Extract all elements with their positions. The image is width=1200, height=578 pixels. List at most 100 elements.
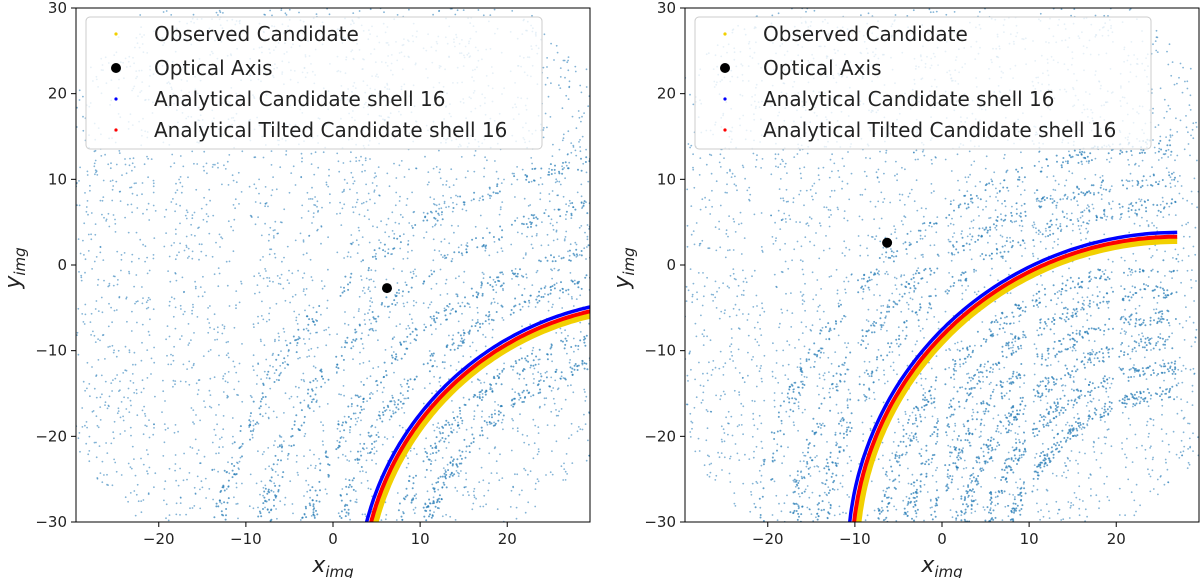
scatter-point bbox=[145, 307, 148, 310]
scatter-point bbox=[432, 364, 435, 367]
scatter-point bbox=[127, 387, 130, 390]
scatter-point bbox=[465, 478, 468, 481]
scatter-point bbox=[368, 309, 371, 311]
scatter-point bbox=[385, 370, 387, 372]
scatter-point bbox=[724, 256, 727, 259]
scatter-point bbox=[563, 347, 566, 350]
scatter-point bbox=[1125, 179, 1128, 182]
scatter-point bbox=[307, 404, 310, 407]
scatter-point bbox=[377, 166, 380, 169]
scatter-point bbox=[455, 194, 457, 197]
scatter-point bbox=[522, 400, 525, 403]
scatter-point bbox=[1107, 396, 1110, 398]
scatter-point bbox=[1139, 224, 1141, 227]
scatter-point bbox=[413, 338, 416, 341]
scatter-point bbox=[532, 373, 534, 375]
scatter-point bbox=[367, 267, 370, 269]
scatter-point bbox=[101, 213, 103, 216]
scatter-point bbox=[435, 166, 438, 168]
scatter-point bbox=[150, 357, 153, 360]
scatter-point bbox=[174, 191, 177, 194]
scatter-point bbox=[250, 412, 252, 415]
scatter-point bbox=[385, 278, 388, 281]
scatter-point bbox=[725, 233, 728, 235]
scatter-point bbox=[501, 229, 504, 232]
scatter-point bbox=[239, 425, 242, 428]
scatter-point bbox=[429, 513, 431, 516]
scatter-point bbox=[560, 465, 563, 468]
scatter-point bbox=[799, 358, 802, 360]
scatter-point bbox=[392, 436, 395, 438]
scatter-point bbox=[497, 276, 500, 279]
scatter-point bbox=[115, 470, 118, 473]
scatter-point bbox=[201, 295, 204, 298]
scatter-point bbox=[411, 388, 414, 391]
scatter-point bbox=[457, 225, 460, 227]
scatter-point bbox=[557, 269, 559, 272]
scatter-point bbox=[169, 280, 172, 283]
scatter-point bbox=[527, 473, 529, 476]
legend-marker-tilted bbox=[114, 128, 118, 132]
scatter-point bbox=[464, 404, 467, 406]
scatter-point bbox=[441, 211, 443, 214]
scatter-point bbox=[514, 196, 516, 198]
scatter-point bbox=[390, 362, 393, 365]
scatter-point bbox=[702, 272, 704, 274]
scatter-point bbox=[521, 232, 523, 235]
scatter-point bbox=[407, 251, 409, 253]
scatter-point bbox=[481, 429, 484, 432]
scatter-point bbox=[96, 174, 99, 176]
scatter-point bbox=[473, 191, 476, 194]
scatter-point bbox=[440, 207, 443, 210]
scatter-point bbox=[445, 447, 448, 449]
scatter-point bbox=[207, 350, 210, 353]
scatter-point bbox=[128, 164, 131, 167]
scatter-point bbox=[867, 234, 870, 237]
scatter-point bbox=[373, 317, 376, 320]
scatter-point bbox=[443, 472, 446, 475]
scatter-point bbox=[443, 309, 446, 312]
scatter-point bbox=[90, 212, 93, 214]
scatter-point bbox=[514, 391, 516, 394]
scatter-point bbox=[561, 172, 564, 175]
scatter-point bbox=[359, 351, 361, 354]
scatter-point bbox=[830, 214, 832, 216]
scatter-point bbox=[289, 480, 292, 483]
scatter-point bbox=[544, 112, 547, 115]
scatter-point bbox=[381, 391, 384, 394]
legend-marker-analytical bbox=[114, 97, 118, 101]
scatter-point bbox=[133, 391, 136, 394]
scatter-point bbox=[451, 210, 454, 213]
scatter-point bbox=[84, 424, 86, 427]
scatter-point bbox=[142, 297, 144, 299]
scatter-point bbox=[93, 162, 96, 165]
scatter-point bbox=[973, 271, 975, 273]
scatter-point bbox=[482, 237, 484, 239]
scatter-point bbox=[564, 398, 567, 401]
scatter-point bbox=[931, 162, 933, 165]
scatter-point bbox=[259, 493, 261, 496]
scatter-point bbox=[535, 271, 538, 274]
scatter-point bbox=[898, 481, 901, 483]
scatter-point bbox=[975, 459, 978, 462]
scatter-point bbox=[347, 508, 350, 511]
scatter-point bbox=[490, 195, 493, 197]
scatter-point bbox=[354, 423, 357, 426]
scatter-point bbox=[401, 216, 404, 219]
scatter-point bbox=[307, 405, 310, 408]
scatter-point bbox=[482, 14, 485, 17]
scatter-point bbox=[1045, 305, 1047, 308]
scatter-point bbox=[1096, 286, 1099, 288]
scatter-point bbox=[371, 459, 373, 462]
scatter-point bbox=[101, 393, 103, 396]
scatter-point bbox=[406, 257, 409, 260]
scatter-point bbox=[370, 391, 373, 394]
scatter-point bbox=[1174, 214, 1177, 217]
scatter-point bbox=[997, 199, 999, 202]
scatter-point bbox=[368, 241, 371, 244]
scatter-point bbox=[396, 282, 399, 284]
scatter-point bbox=[857, 342, 860, 344]
scatter-point bbox=[967, 372, 970, 375]
scatter-point bbox=[426, 362, 429, 365]
scatter-point bbox=[374, 255, 377, 258]
